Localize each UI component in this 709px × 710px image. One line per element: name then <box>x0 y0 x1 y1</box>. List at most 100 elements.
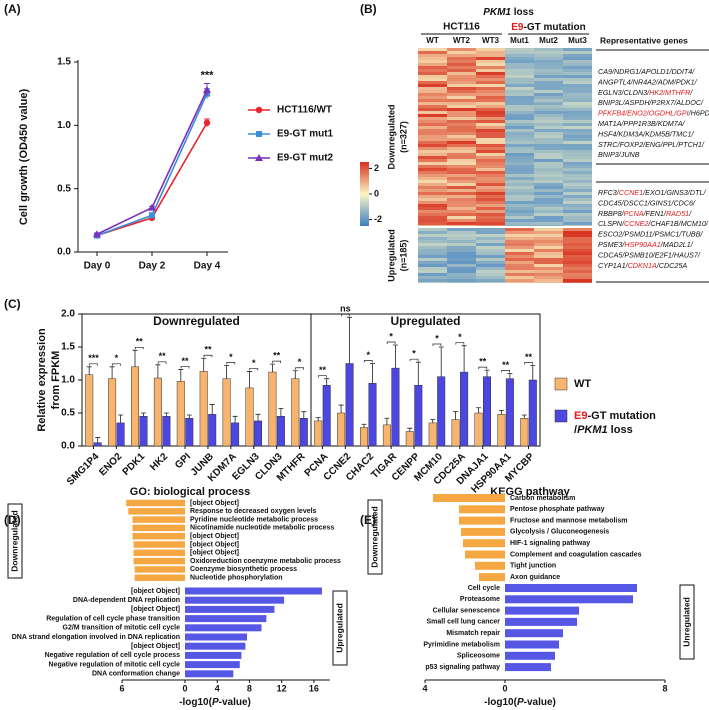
heatmap-cell <box>418 141 447 144</box>
heatmap-cell <box>476 165 505 168</box>
heatmap-cell <box>418 162 447 165</box>
bar <box>93 442 102 447</box>
bar-label: DNA-dependent DNA replication <box>73 597 180 604</box>
cluster-count: (n=185) <box>398 240 408 272</box>
significance-bracket <box>318 375 327 378</box>
significance-label: ** <box>502 360 510 370</box>
heatmap-cell <box>476 66 505 69</box>
text-segment: PKM1 <box>577 424 608 436</box>
heatmap-cell <box>563 156 592 159</box>
bar <box>382 424 391 447</box>
heatmap-cell <box>505 111 534 114</box>
heatmap-cell <box>505 135 534 138</box>
heatmap-cell <box>505 78 534 81</box>
error-bar <box>384 417 390 425</box>
heatmap-cell <box>563 123 592 126</box>
gene-list: CA9/NDRG1/APOLD1/DDIT4/ <box>598 67 695 76</box>
heatmap-cell <box>476 138 505 141</box>
heatmap-cell <box>563 171 592 174</box>
heatmap-cell <box>563 135 592 138</box>
y-tick-label: 0.5 <box>57 183 71 194</box>
bar <box>505 595 633 604</box>
heatmap-cell <box>505 99 534 102</box>
legend-swatch <box>554 377 568 391</box>
heatmap-cell <box>563 270 592 273</box>
heatmap-cell <box>563 108 592 111</box>
heatmap-cell <box>505 192 534 195</box>
heatmap-cell <box>418 153 447 156</box>
text-segment: -log10( <box>179 697 212 708</box>
point <box>203 119 211 127</box>
heatmap-cell <box>418 90 447 93</box>
significance-bracket <box>386 341 396 345</box>
heatmap-cell <box>476 96 505 99</box>
group-label: Upregulated <box>334 603 344 653</box>
error-bar <box>484 369 490 377</box>
gene-list: BNIP3L/ASPDH/P2RX7/ALDOC/ <box>598 98 704 107</box>
heatmap-cell <box>563 90 592 93</box>
heatmap-cell <box>563 114 592 117</box>
heatmap-cell <box>505 180 534 183</box>
heatmap-cell <box>476 231 505 234</box>
y-axis-title: Cell growth (OD450 value) <box>18 89 30 226</box>
heatmap-cell <box>534 156 563 159</box>
heatmap-cell <box>418 213 447 216</box>
bar <box>414 385 423 447</box>
heatmap-cell <box>505 186 534 189</box>
heatmap-cell <box>447 138 476 141</box>
significance-bracket <box>180 366 190 369</box>
heatmap-cell <box>447 234 476 237</box>
point <box>148 203 156 211</box>
text-segment: E9 <box>511 22 524 33</box>
gene-list: PSME3/HSP90AA1/MAD2L1/ <box>598 240 694 249</box>
heatmap-cell <box>418 126 447 129</box>
heatmap-cell <box>418 138 447 141</box>
bar <box>314 420 323 447</box>
bar <box>460 371 469 447</box>
text-segment: BNIP3/JUNB <box>598 150 640 159</box>
point <box>255 106 263 114</box>
text-segment: CDKN1A <box>628 261 657 270</box>
heatmap-cell <box>418 204 447 207</box>
bar <box>428 422 437 447</box>
x-tick-label: 6 <box>119 683 124 693</box>
heatmap-cell <box>447 90 476 93</box>
bar-label: Nicotinamide nucleotide metabolic proces… <box>190 525 334 532</box>
gene-list: RFC3/CCNE1/EXO1/GINS3/DTL/ <box>598 188 706 197</box>
legend-label: WT <box>574 378 591 390</box>
significance-label: * <box>458 332 462 342</box>
error-bar <box>507 373 513 379</box>
heatmap-cell <box>534 198 563 201</box>
error-bar <box>301 411 307 419</box>
text-segment: RBBP8/ <box>598 209 625 218</box>
error-bar <box>178 369 184 382</box>
heatmap-cell <box>534 267 563 270</box>
heatmap-cell <box>563 183 592 186</box>
bar-label: [object Object] <box>131 643 180 650</box>
error-bar <box>370 363 375 384</box>
heatmap-cell <box>476 69 505 72</box>
heatmap-cell <box>505 282 534 283</box>
heatmap-cell <box>563 105 592 108</box>
heatmap-cell <box>505 144 534 147</box>
heatmap-cell <box>534 66 563 69</box>
heatmap-cell <box>418 219 447 222</box>
error-bar <box>109 366 115 379</box>
heatmap-cell <box>418 276 447 279</box>
heatmap-cell <box>476 246 505 249</box>
bar-label: Nucleotide phosphorylation <box>190 575 283 582</box>
text-segment: -value) <box>524 697 556 708</box>
heatmap-cell <box>534 180 563 183</box>
heatmap-cell <box>505 162 534 165</box>
heatmap-cell <box>563 198 592 201</box>
heatmap-cell <box>563 225 592 226</box>
heatmap-cell <box>418 279 447 282</box>
heatmap-cell <box>534 183 563 186</box>
y-tick-label: 1.5 <box>61 342 75 353</box>
heatmap-cell <box>418 63 447 66</box>
heatmap-cell <box>476 168 505 171</box>
bar-label: Cell cycle <box>468 585 500 592</box>
heatmap-cell <box>418 81 447 84</box>
heatmap-cell <box>563 69 592 72</box>
